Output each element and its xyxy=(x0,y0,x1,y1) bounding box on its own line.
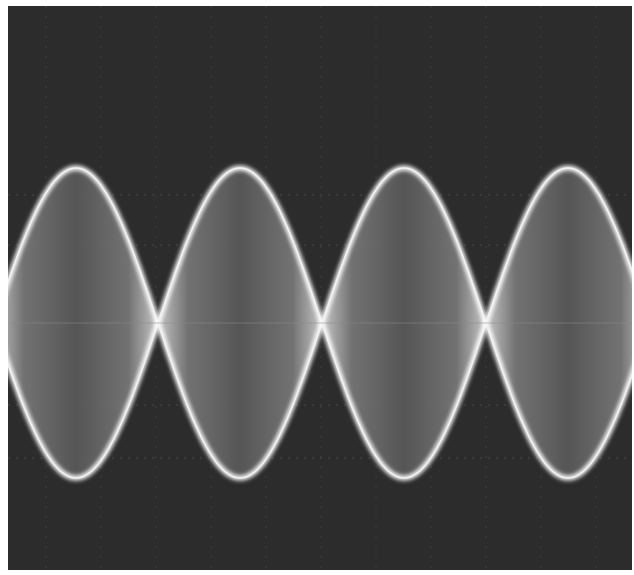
oscilloscope-photo xyxy=(0,0,634,575)
